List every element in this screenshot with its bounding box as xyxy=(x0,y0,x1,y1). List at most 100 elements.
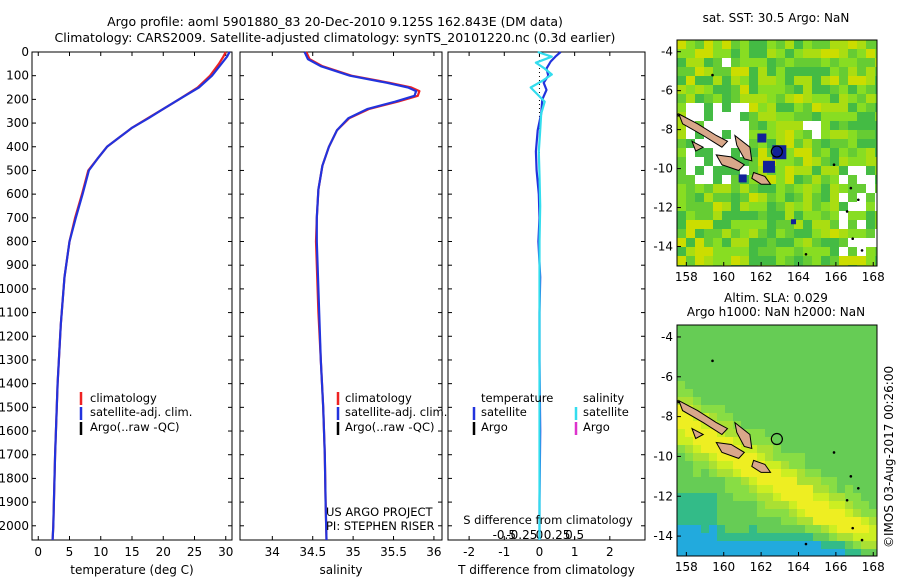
map-cell xyxy=(848,67,858,77)
map-cell xyxy=(767,40,777,50)
map-cell xyxy=(713,85,723,95)
map-cell xyxy=(677,445,686,454)
island xyxy=(751,171,772,185)
map-cell xyxy=(686,220,696,230)
map-cell xyxy=(704,220,714,230)
map-cell xyxy=(830,139,840,149)
map-cell xyxy=(830,157,840,167)
map-cell xyxy=(789,373,798,382)
map-cell xyxy=(773,381,782,390)
map-cell xyxy=(677,166,687,176)
map-cell xyxy=(805,349,814,358)
map-cell xyxy=(776,175,786,185)
map-cell xyxy=(866,67,876,77)
map-cell xyxy=(829,365,838,374)
map-cell xyxy=(797,533,806,542)
map-cell xyxy=(767,49,777,59)
map-cell xyxy=(749,139,759,149)
map-cell xyxy=(717,397,726,406)
legend-argo-label: Argo(..raw -QC) xyxy=(90,420,180,434)
map-cell xyxy=(722,112,732,122)
map-cell xyxy=(829,493,838,502)
map-cell xyxy=(829,421,838,430)
map-cell xyxy=(875,121,877,131)
map-cell xyxy=(813,485,822,494)
small-island xyxy=(851,237,855,241)
map-cell xyxy=(813,509,822,518)
legend-climatology-label: climatology xyxy=(90,391,157,405)
map-cell xyxy=(869,541,877,550)
map-cell xyxy=(821,103,831,113)
map-cell xyxy=(741,453,750,462)
map-cell xyxy=(861,413,870,422)
map-cell xyxy=(861,397,870,406)
map-cell xyxy=(875,211,877,221)
map-cell xyxy=(740,256,750,266)
map-cell xyxy=(830,58,840,68)
map-cell xyxy=(704,103,714,113)
map-cell xyxy=(781,333,790,342)
map-cell xyxy=(693,341,702,350)
map-cell xyxy=(829,501,838,510)
map-cell xyxy=(713,103,723,113)
legend-salinity-title: salinity xyxy=(583,391,624,405)
map-cell xyxy=(695,139,705,149)
map-cell xyxy=(725,453,734,462)
map-cell xyxy=(857,58,867,68)
map-cell xyxy=(704,157,714,167)
map-cell xyxy=(701,477,710,486)
map-x-tick-label: 166 xyxy=(824,560,847,574)
map-cell xyxy=(866,58,876,68)
map-cell xyxy=(781,445,790,454)
map-cell xyxy=(717,413,726,422)
map-cell xyxy=(866,256,876,266)
legend-sal-argo-label: Argo xyxy=(583,420,610,434)
map-cell xyxy=(704,175,714,185)
map-cell xyxy=(845,429,854,438)
map-cell xyxy=(830,247,840,257)
map-cell xyxy=(789,421,798,430)
map-y-tick-label: -8 xyxy=(661,410,673,424)
map-cell xyxy=(767,94,777,104)
map-cell xyxy=(773,477,782,486)
map-cell xyxy=(709,461,718,470)
map-cell xyxy=(839,112,849,122)
map-cell xyxy=(757,349,766,358)
map-cell xyxy=(733,405,742,414)
map-cell xyxy=(805,341,814,350)
map-cell xyxy=(701,517,710,526)
map-cell xyxy=(803,193,813,203)
map-cell xyxy=(857,193,867,203)
map-cell xyxy=(797,357,806,366)
map-cell xyxy=(701,453,710,462)
map-cell xyxy=(803,148,813,158)
map-cell xyxy=(677,485,686,494)
sla-map: 158 160 162 164 166 168 -4 -6 -8 -10 -12 -14 xyxy=(653,324,885,574)
map-cell xyxy=(776,193,786,203)
map-cell xyxy=(839,49,849,59)
map-cell xyxy=(757,405,766,414)
map-cell xyxy=(875,202,877,212)
map-cell xyxy=(803,247,813,257)
map-cell xyxy=(741,357,750,366)
map-cell xyxy=(821,397,830,406)
map-cell xyxy=(749,421,758,430)
map-cell xyxy=(733,365,742,374)
map-cell xyxy=(685,381,694,390)
map-cell xyxy=(677,525,686,534)
y-tick-label: 1700 xyxy=(0,448,29,462)
map-cell xyxy=(749,341,758,350)
map-cell xyxy=(853,429,862,438)
difference-legend: temperature salinity satellite Argo sate… xyxy=(463,391,633,527)
map-cell xyxy=(797,525,806,534)
map-cell xyxy=(839,238,849,248)
map-cell xyxy=(853,365,862,374)
map-cell xyxy=(869,453,877,462)
map-cell xyxy=(713,40,723,50)
map-cell xyxy=(781,437,790,446)
figure-title-line1: Argo profile: aoml 5901880_83 20-Dec-201… xyxy=(107,14,563,29)
map-cell xyxy=(725,541,734,550)
map-cell xyxy=(789,445,798,454)
x-tick-label: 30 xyxy=(218,545,233,559)
map-cell xyxy=(725,405,734,414)
